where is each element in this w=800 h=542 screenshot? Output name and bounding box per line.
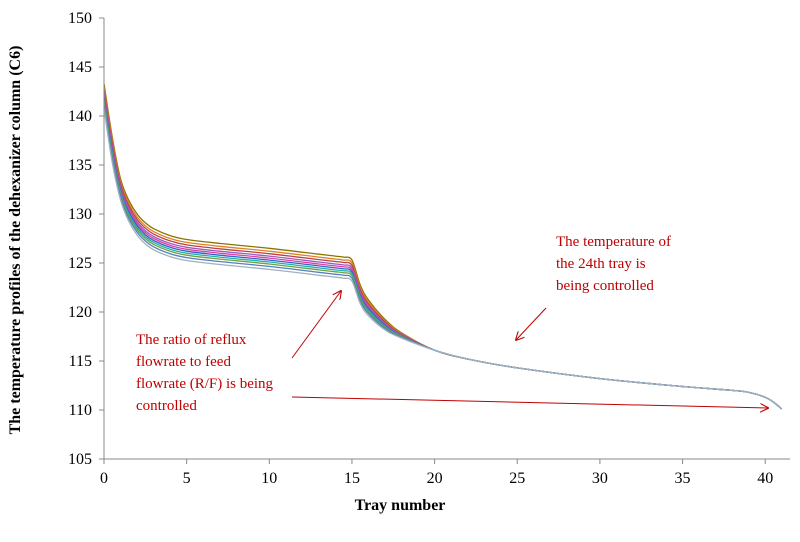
annotation-reflux-ratio: The ratio of reflux flowrate to feed flo… bbox=[136, 291, 768, 414]
annotation-reflux-line-2: flowrate to feed bbox=[136, 354, 231, 370]
x-tick-label: 20 bbox=[427, 470, 443, 487]
y-tick-label: 115 bbox=[69, 353, 92, 370]
y-axis-title: The temperature profiles of the dehexani… bbox=[7, 46, 24, 435]
annotation-tray-24: The temperature of the 24th tray is bein… bbox=[516, 234, 671, 340]
y-tick-label: 150 bbox=[68, 10, 92, 27]
x-tick-label: 30 bbox=[592, 470, 608, 487]
annotation-reflux-line-1: The ratio of reflux bbox=[136, 332, 247, 348]
x-ticks: 0 5 10 15 20 25 30 35 40 bbox=[100, 459, 773, 487]
x-axis-title: Tray number bbox=[355, 497, 446, 514]
annotation-tray-24-line-3: being controlled bbox=[556, 278, 654, 294]
annotation-reflux-arrow-up bbox=[291, 291, 341, 359]
annotation-reflux-arrow-right bbox=[291, 396, 768, 408]
x-tick-label: 15 bbox=[344, 470, 360, 487]
y-tick-label: 130 bbox=[68, 206, 92, 223]
x-tick-label: 5 bbox=[183, 470, 191, 487]
annotation-reflux-line-4: controlled bbox=[136, 398, 197, 414]
series-line bbox=[103, 108, 783, 410]
y-tick-label: 105 bbox=[68, 451, 92, 468]
y-tick-label: 110 bbox=[69, 402, 92, 419]
series-lines bbox=[103, 83, 783, 410]
x-tick-label: 0 bbox=[100, 470, 108, 487]
annotation-tray-24-line-2: the 24th tray is bbox=[556, 256, 646, 272]
y-tick-label: 135 bbox=[68, 157, 92, 174]
x-tick-label: 10 bbox=[261, 470, 277, 487]
y-ticks: 105 110 115 120 125 130 135 140 145 150 bbox=[68, 10, 104, 468]
y-tick-label: 125 bbox=[68, 255, 92, 272]
x-tick-label: 25 bbox=[509, 470, 525, 487]
annotation-reflux-line-3: flowrate (R/F) is being bbox=[136, 376, 274, 392]
x-tick-label: 40 bbox=[757, 470, 773, 487]
y-tick-label: 145 bbox=[68, 59, 92, 76]
annotation-tray-24-line-1: The temperature of bbox=[556, 234, 671, 250]
y-tick-label: 140 bbox=[68, 108, 92, 125]
annotation-tray-24-arrow bbox=[516, 307, 547, 340]
x-tick-label: 35 bbox=[675, 470, 691, 487]
y-tick-label: 120 bbox=[68, 304, 92, 321]
